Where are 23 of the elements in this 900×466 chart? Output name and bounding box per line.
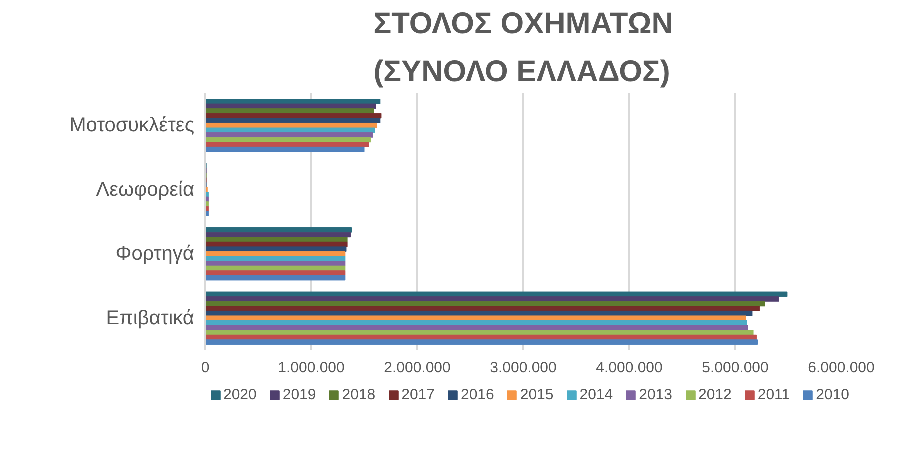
legend-label: 2019	[282, 386, 316, 404]
legend-label: 2010	[816, 386, 850, 404]
legend-label: 2015	[520, 386, 554, 404]
y-tick-label: Επιβατικά	[106, 307, 194, 330]
x-tick-label: 2.000.000	[384, 360, 451, 376]
legend-label: 2013	[639, 386, 672, 404]
x-tick-label: 5.000.000	[702, 360, 769, 376]
y-tick-label: Φορτηγά	[116, 243, 195, 266]
legend-label: 2018	[342, 386, 376, 404]
y-tick-label: Μοτοσυκλέτες	[70, 114, 195, 137]
legend-label: 2017	[402, 386, 435, 404]
x-tick-label: 4.000.000	[596, 360, 663, 376]
y-tick-label: Λεωφορεία	[96, 178, 194, 201]
x-tick-label: 0	[201, 360, 210, 376]
legend-label: 2020	[223, 386, 257, 404]
chart-title: ΣΤΟΛΟΣ ΟΧΗΜΑΤΩΝ (ΣΥΝΟΛΟ ΕΛΛΑΔΟΣ)	[374, 8, 674, 88]
legend-label: 2016	[460, 386, 494, 404]
x-tick-label: 3.000.000	[490, 360, 557, 376]
x-tick-label: 6.000.000	[808, 360, 875, 376]
x-tick-label: 1.000.000	[278, 360, 345, 376]
legend-label: 2014	[580, 386, 614, 404]
legend-label: 2011	[758, 386, 790, 404]
legend-label: 2012	[698, 386, 732, 404]
